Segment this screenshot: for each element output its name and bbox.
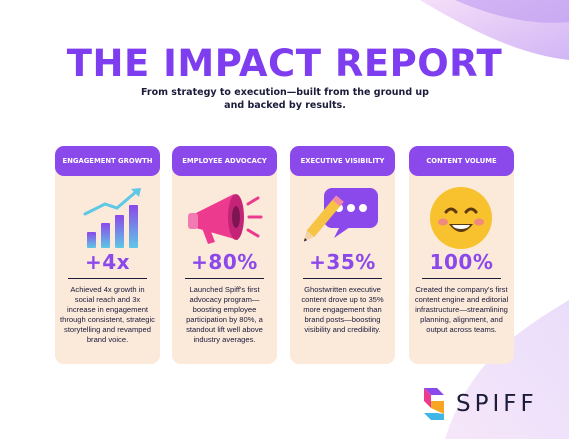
growth-bar-chart-icon bbox=[83, 188, 141, 248]
page-title: THE IMPACT REPORT bbox=[66, 42, 503, 85]
speech-bubble-pencil-icon bbox=[304, 188, 378, 242]
card-content-volume: CONTENT VOLUME 100% Created the company'… bbox=[409, 146, 514, 364]
logo-text: SPIFF bbox=[456, 391, 538, 417]
stat-value: +4x bbox=[84, 250, 131, 274]
divider bbox=[422, 278, 501, 279]
card-header: EMPLOYEE ADVOCACY bbox=[172, 146, 277, 176]
card-executive-visibility: EXECUTIVE VISIBILITY +35% Ghostwritten e… bbox=[290, 146, 395, 364]
card-employee-advocacy: EMPLOYEE ADVOCACY +80% Launched Spiff's … bbox=[172, 146, 277, 364]
divider bbox=[303, 278, 382, 279]
divider bbox=[68, 278, 147, 279]
spiff-logo-icon bbox=[424, 388, 444, 420]
megaphone-icon bbox=[188, 194, 263, 244]
card-description: Achieved 4x growth in social reach and 3… bbox=[60, 285, 155, 344]
card-description: Created the company's first content engi… bbox=[414, 285, 509, 334]
card-header: CONTENT VOLUME bbox=[409, 146, 514, 176]
stat-value: +35% bbox=[309, 250, 376, 274]
card-description: Launched Spiff's first advocacy program—… bbox=[186, 285, 263, 344]
smiley-face-icon bbox=[430, 187, 492, 249]
divider bbox=[185, 278, 264, 279]
card-engagement-growth: ENGAGEMENT GROWTH +4x Achieved 4x growth… bbox=[55, 146, 160, 364]
page-subtitle: From strategy to execution—built from th… bbox=[141, 87, 429, 111]
stat-value: +80% bbox=[191, 250, 258, 274]
card-description: Ghostwritten executive content drove up … bbox=[301, 285, 384, 334]
stat-value: 100% bbox=[429, 250, 494, 274]
card-header: EXECUTIVE VISIBILITY bbox=[290, 146, 395, 176]
card-header: ENGAGEMENT GROWTH bbox=[55, 146, 160, 176]
